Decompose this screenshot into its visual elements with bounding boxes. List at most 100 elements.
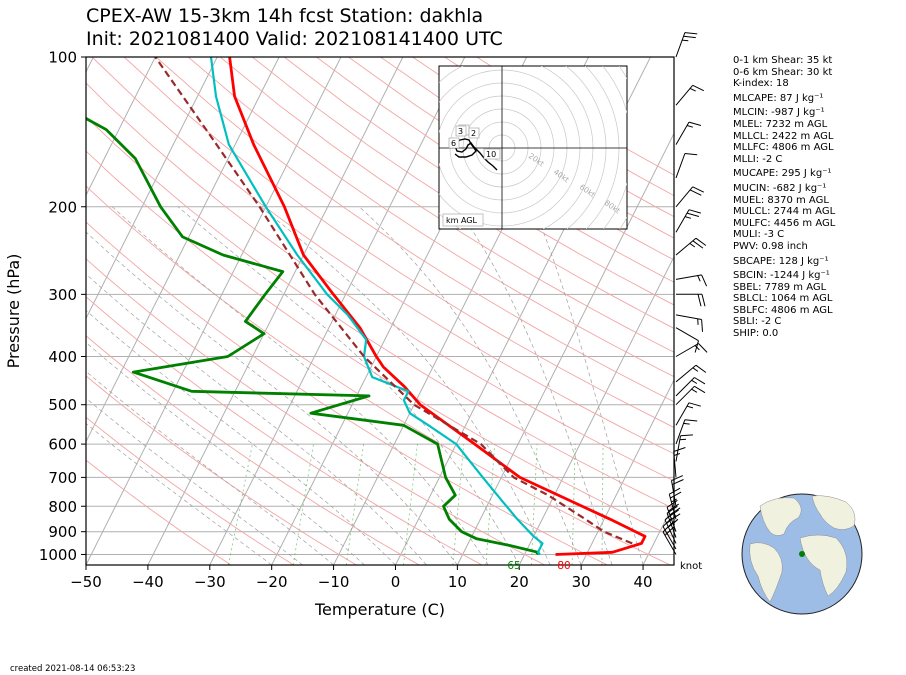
surface-dewpoint-label: 65 (507, 560, 520, 572)
chart-grid (86, 57, 674, 565)
dry-adiabat (155, 57, 674, 403)
moist-adiabat (86, 423, 272, 565)
dry-adiabat (219, 57, 674, 353)
y-tick-label: 800 (48, 498, 77, 516)
dry-adiabat (284, 57, 674, 306)
hodograph-height-box (448, 137, 460, 149)
stat-line: SBEL: 7789 m AGL (733, 281, 827, 293)
wind-barb (675, 327, 699, 353)
wind-barb (675, 364, 707, 383)
wind-barb (675, 32, 698, 58)
hodograph-trace (454, 138, 498, 171)
wind-unit-label: knot (680, 561, 702, 572)
stat-line: 0-1 km Shear: 35 kt (733, 55, 833, 66)
footer-timestamp: created 2021-08-14 06:53:23 (10, 664, 136, 674)
y-tick-label: 300 (48, 286, 77, 304)
surface-temperature-label: 80 (557, 560, 570, 572)
mixing-ratio-line (292, 444, 314, 565)
x-tick-label: −40 (132, 573, 164, 591)
moist-adiabat (86, 370, 334, 565)
dry-adiabat (86, 82, 674, 482)
stat-line: MULCL: 2744 m AGL (733, 206, 836, 218)
x-tick-label: −50 (70, 573, 102, 591)
x-tick-label: 30 (572, 573, 591, 591)
moist-adiabat (359, 206, 582, 565)
hodograph-rings (439, 66, 627, 229)
stat-line: MLCAPE: 87 J kg⁻¹ (733, 92, 824, 104)
stats-panel: 0-1 km Shear: 35 kt 0-6 km Shear: 30 kt K-… (733, 55, 835, 340)
stat-line: MULI: -3 C (733, 229, 785, 241)
mixing-ratio-line (228, 444, 253, 565)
x-tick-label: 10 (448, 573, 467, 591)
wind-barb (675, 419, 698, 445)
dewpoint-line (86, 116, 540, 556)
hodograph-height-label: 2 (471, 129, 476, 138)
dry-adiabat (86, 150, 674, 538)
wind-barb (675, 385, 706, 406)
isotherm (456, 132, 674, 565)
wind-barb (675, 402, 702, 426)
x-tick-label: −20 (256, 573, 288, 591)
chart-subtitle: Init: 2021081400 Valid: 202108141400 UTC (86, 28, 503, 50)
dry-adiabat (316, 57, 674, 283)
stat-line: SHIP: 0.0 (733, 328, 779, 340)
hodograph-height-label: 6 (451, 139, 456, 148)
dry-adiabat (123, 57, 674, 428)
stat-line: SBCAPE: 128 J kg⁻¹ (733, 255, 829, 267)
globe-map (741, 493, 863, 615)
stat-line: SBCIN: -1244 J kg⁻¹ (733, 270, 830, 282)
moist-adiabat (86, 231, 458, 565)
stat-line: MUEL: 8370 m AGL (733, 194, 829, 206)
dry-adiabat (86, 258, 545, 565)
moist-adiabat (86, 310, 396, 565)
dry-adiabat (86, 116, 674, 510)
wind-barbs (662, 32, 708, 555)
y-tick-label: 400 (48, 348, 77, 366)
chart-series (86, 57, 647, 556)
stat-line: 0-6 km Shear: 30 kt (733, 66, 833, 78)
x-tick-label: −10 (318, 573, 350, 591)
isotherm (86, 57, 342, 565)
dry-adiabat (86, 459, 232, 565)
mixing-ratio-line (345, 444, 364, 565)
hodograph-height-box (455, 125, 467, 137)
y-tick-label: 600 (48, 436, 77, 454)
wind-barb (675, 274, 708, 287)
isotherm (209, 57, 466, 565)
moist-adiabat (86, 273, 427, 565)
mixing-ratio-line (403, 444, 418, 565)
stat-line: MLEL: 7232 m AGL (733, 118, 828, 130)
temperature-line (228, 57, 647, 556)
mixing-ratio-line (452, 444, 465, 565)
moist-adiabat (533, 206, 644, 565)
globe-land-europe (811, 495, 856, 530)
stat-line: MUCAPE: 295 J kg⁻¹ (733, 168, 832, 180)
chart-title: CPEX-AW 15-3km 14h fcst Station: dakhla (86, 5, 484, 27)
wind-barb (671, 475, 684, 507)
wind-barb (675, 377, 706, 397)
x-tick-label: −30 (194, 573, 226, 591)
globe-land-africa (799, 534, 848, 597)
y-tick-label: 700 (48, 469, 77, 487)
wind-barb (675, 209, 702, 233)
wind-barb (675, 343, 708, 357)
y-tick-label: 500 (48, 396, 77, 414)
wetbulb-line (209, 57, 544, 556)
mixing-ratio-line (601, 444, 604, 565)
stat-line: MULFC: 4456 m AGL (733, 217, 836, 229)
x-axis-label: Temperature (C) (314, 600, 445, 619)
stat-line: SBLFC: 4806 m AGL (733, 304, 833, 316)
stat-line: PWV: 0.98 inch (733, 240, 808, 252)
stat-line: MLLFC: 4806 m AGL (733, 142, 834, 154)
dry-adiabat (86, 221, 608, 565)
x-tick-label: 40 (634, 573, 653, 591)
hodograph-legend-box (442, 213, 484, 227)
wind-barb (666, 505, 681, 538)
isotherm (580, 378, 674, 565)
stat-line: SBLI: -2 C (733, 316, 782, 328)
moist-adiabat (260, 206, 551, 565)
globe-land-south-america (749, 542, 783, 603)
wind-barb (675, 237, 707, 256)
stat-line: MLLI: -2 C (733, 153, 783, 165)
